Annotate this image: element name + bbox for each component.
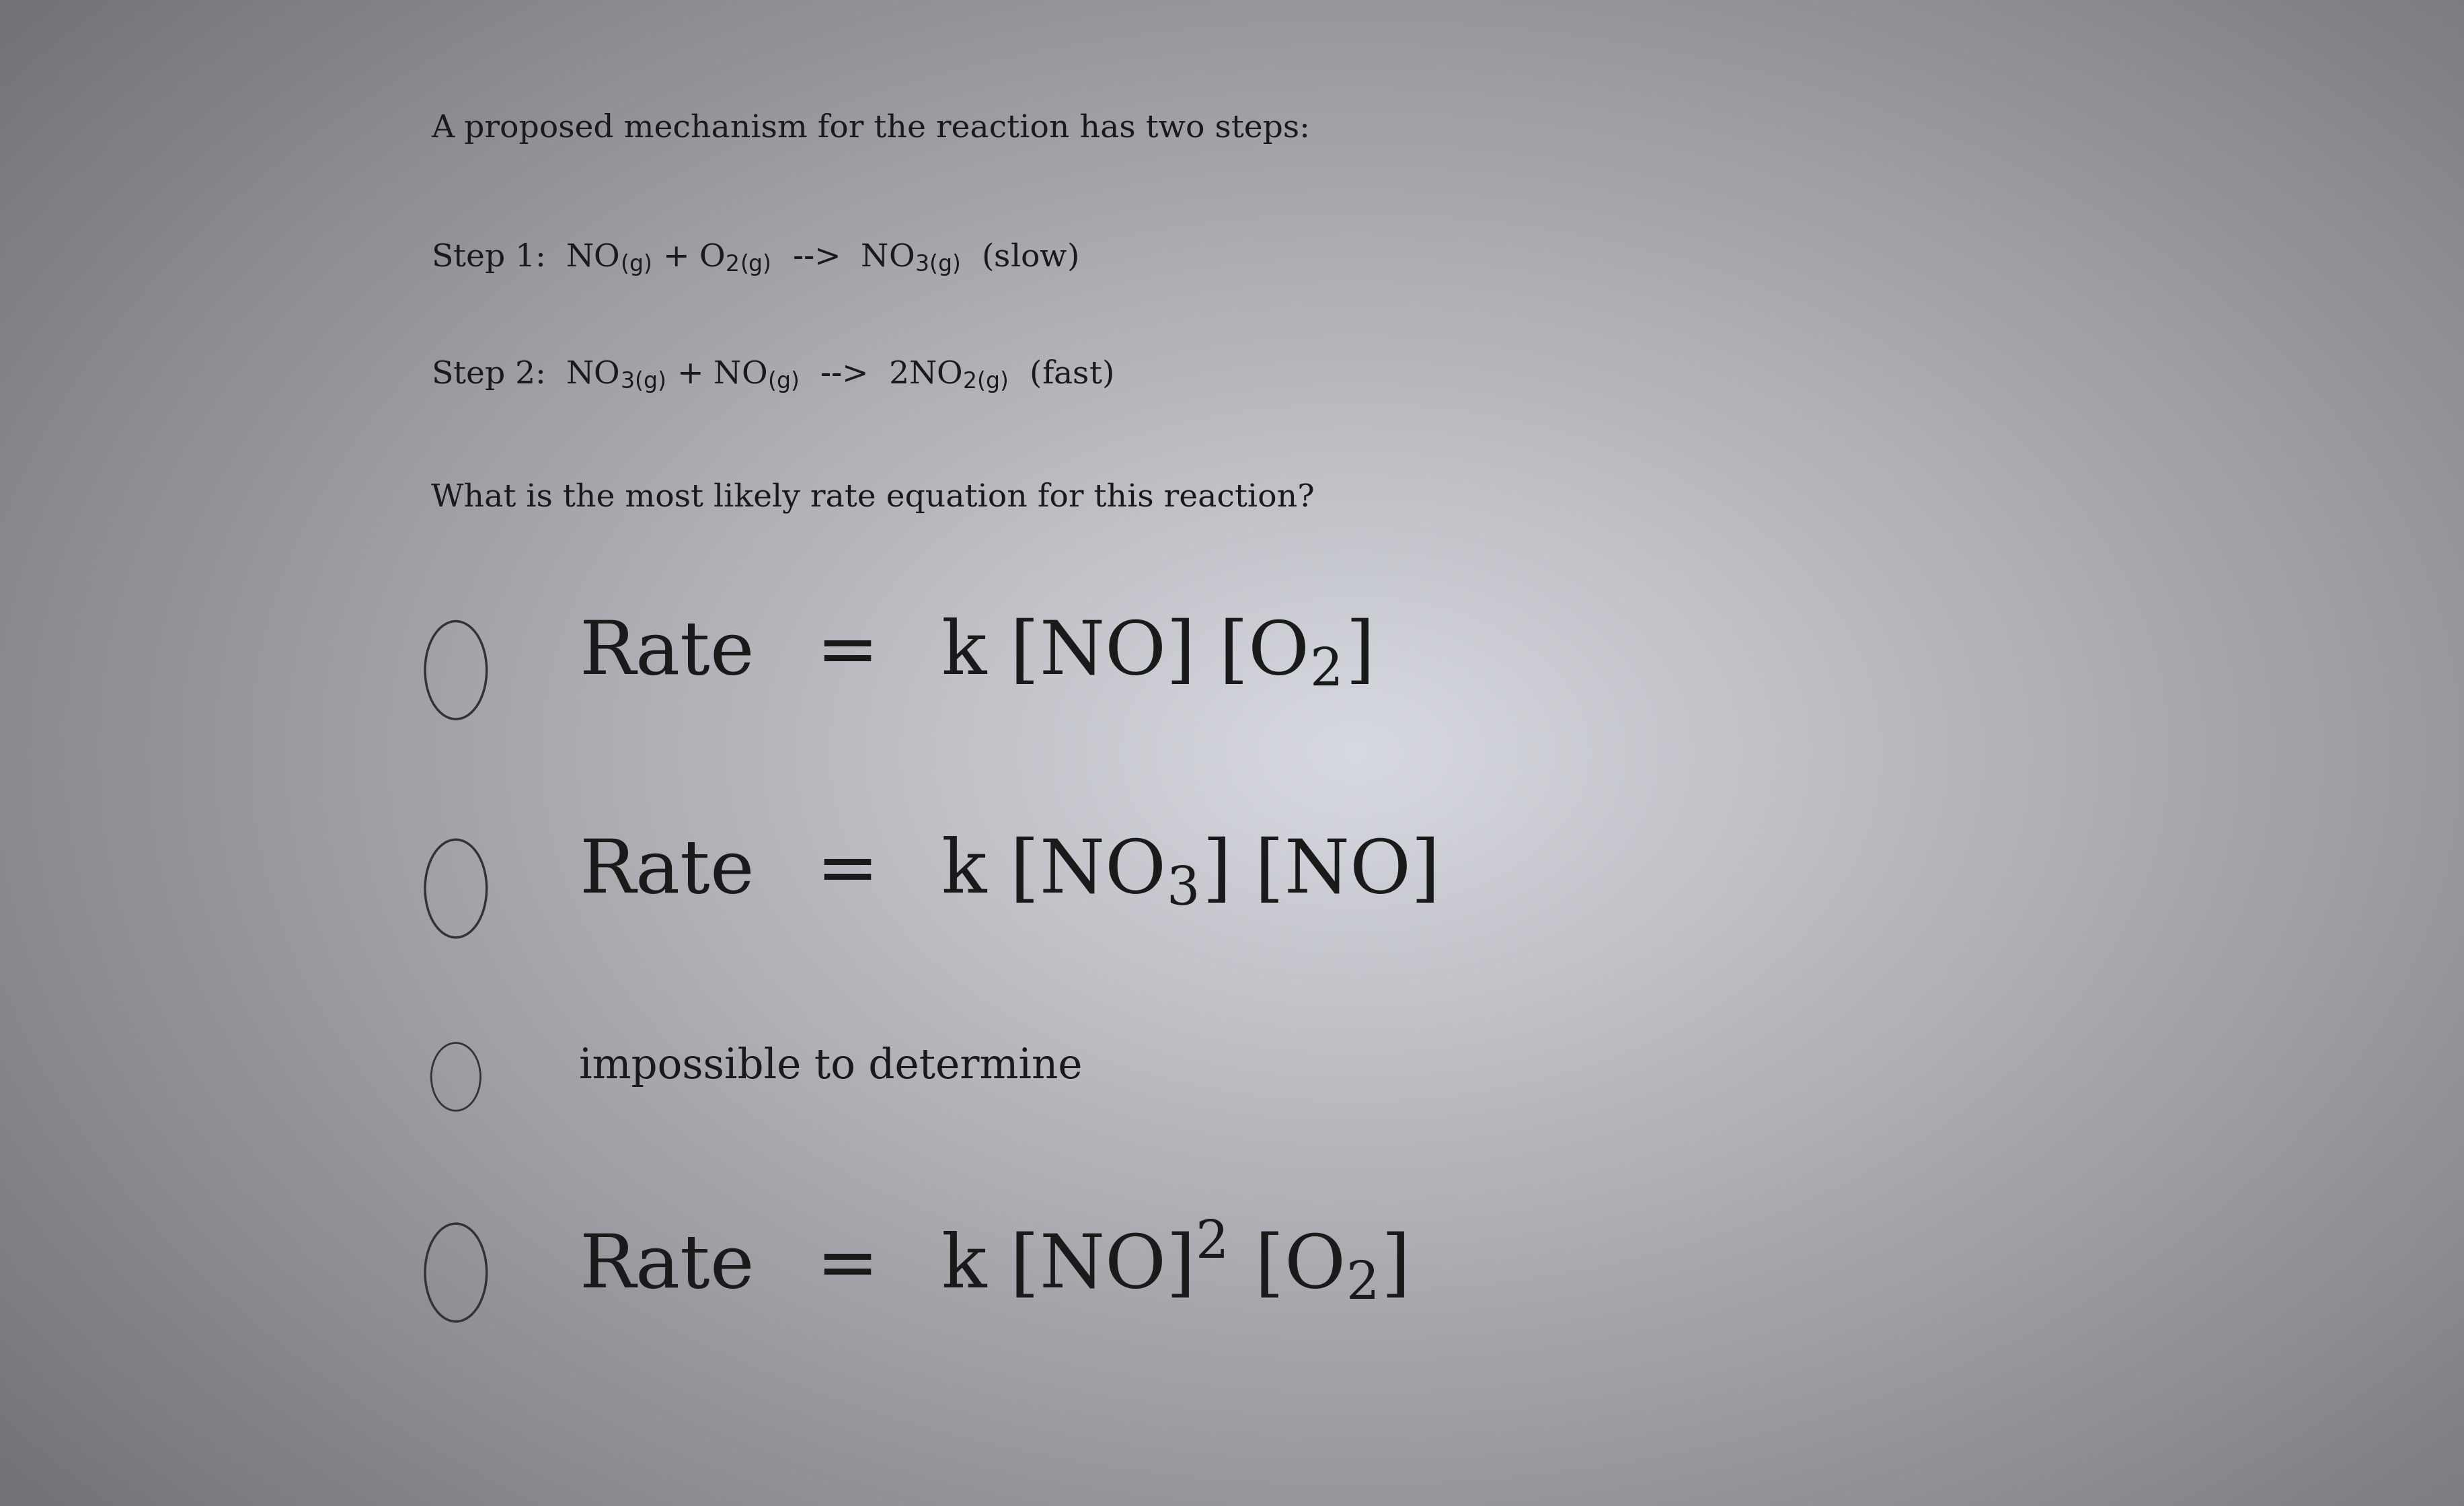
Text: A proposed mechanism for the reaction has two steps:: A proposed mechanism for the reaction ha… (431, 113, 1311, 145)
Text: impossible to determine: impossible to determine (579, 1047, 1082, 1087)
Text: Step 1:  NO$_{\rm (g)}$ + O$_{\rm 2(g)}$  -->  NO$_{\rm 3(g)}$  (slow): Step 1: NO$_{\rm (g)}$ + O$_{\rm 2(g)}$ … (431, 241, 1077, 277)
Text: What is the most likely rate equation for this reaction?: What is the most likely rate equation fo… (431, 482, 1316, 514)
Text: Rate  $=$  k [NO$_{\mathregular{3}}$] [NO]: Rate $=$ k [NO$_{\mathregular{3}}$] [NO] (579, 836, 1434, 908)
Text: Rate  $=$  k [NO] [O$_{\mathregular{2}}$]: Rate $=$ k [NO] [O$_{\mathregular{2}}$] (579, 617, 1370, 690)
Text: Rate  $=$  k [NO]$^{\mathregular{2}}$ [O$_{\mathregular{2}}$]: Rate $=$ k [NO]$^{\mathregular{2}}$ [O$_… (579, 1220, 1404, 1303)
Text: Step 2:  NO$_{\rm 3(g)}$ + NO$_{\rm (g)}$  -->  2NO$_{\rm 2(g)}$  (fast): Step 2: NO$_{\rm 3(g)}$ + NO$_{\rm (g)}$… (431, 358, 1114, 395)
